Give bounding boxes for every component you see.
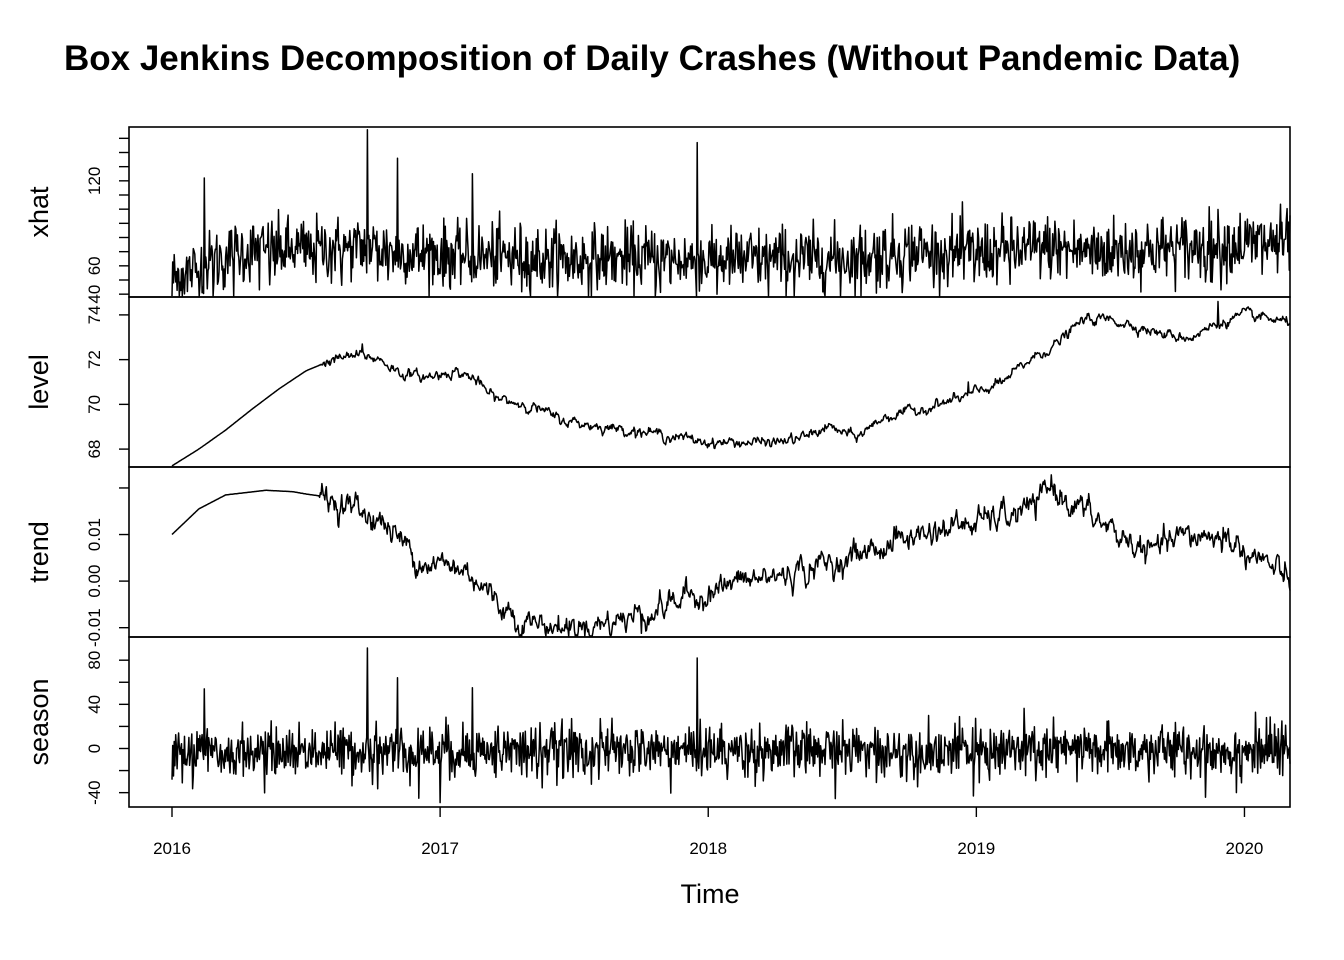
y-tick-label-xhat: 120 [85, 167, 104, 195]
y-tick-label-trend: 0.01 [85, 518, 104, 551]
panel-frame-season [128, 636, 1291, 808]
y-tick-label-season: 40 [85, 695, 104, 714]
panel-label-season: season [24, 678, 54, 765]
series-line-trend [171, 474, 1291, 637]
panel-frame-level [128, 296, 1291, 468]
y-tick-label-season: 0 [85, 744, 104, 753]
panel-frame-xhat [128, 126, 1291, 298]
panel-xhat: xhat 40 60 120 [24, 126, 1291, 304]
y-tick-label-season: -40 [85, 780, 104, 805]
x-tick-label: 2020 [1226, 839, 1264, 858]
y-tick-label-xhat: 60 [85, 256, 104, 275]
x-tick-label: 2019 [957, 839, 995, 858]
panel-label-trend: trend [24, 521, 54, 583]
series-line-xhat [171, 129, 1291, 297]
y-tick-label-trend: 0.00 [85, 565, 104, 598]
y-tick-label-trend: -0.01 [85, 608, 104, 647]
y-tick-label-level: 72 [85, 350, 104, 369]
x-tick-label: 2016 [153, 839, 191, 858]
series-line-level [171, 300, 1291, 467]
panel-level: level 68 70 72 74 [24, 296, 1291, 468]
panel-frame-trend [128, 466, 1291, 638]
panel-label-level: level [24, 354, 54, 410]
x-axis-title: Time [681, 879, 740, 909]
y-tick-label-level: 74 [85, 305, 104, 324]
x-tick-label: 2017 [421, 839, 459, 858]
chart-title: Box Jenkins Decomposition of Daily Crash… [64, 39, 1240, 78]
panel-trend: trend -0.01 0.00 0.01 [24, 466, 1291, 647]
panels-group: xhat 40 60 120 level 68 70 72 74 trend -0.01 0.00 0.… [24, 126, 1291, 808]
y-tick-label-level: 68 [85, 440, 104, 459]
series-line-season [171, 647, 1291, 804]
panel-label-xhat: xhat [24, 186, 54, 238]
x-axis: 2016 2017 2018 2019 2020 [153, 807, 1263, 858]
y-tick-label-xhat: 40 [85, 285, 104, 304]
y-tick-label-season: 80 [85, 651, 104, 670]
panel-season: season -40 0 40 80 [24, 636, 1291, 808]
x-tick-label: 2018 [689, 839, 727, 858]
y-tick-label-level: 70 [85, 395, 104, 414]
